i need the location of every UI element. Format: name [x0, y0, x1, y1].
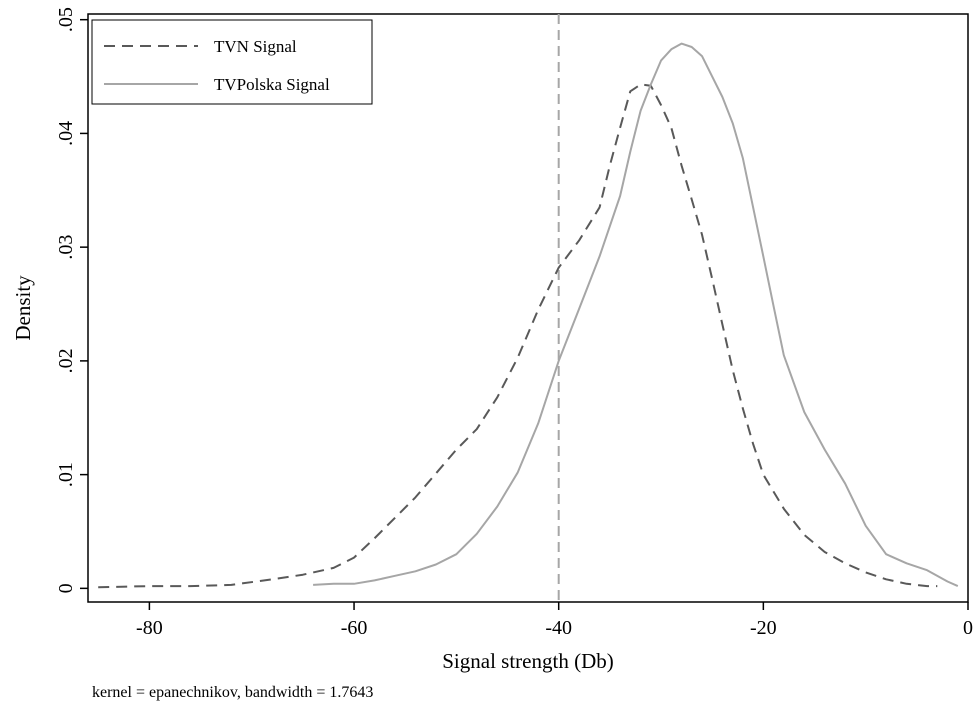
y-tick-label: .05 [55, 7, 77, 32]
x-tick-label: -20 [750, 617, 777, 639]
x-tick-label: -40 [545, 617, 572, 639]
x-tick-label: 0 [963, 617, 973, 639]
y-tick-label: .01 [55, 462, 77, 487]
y-tick-label: .02 [55, 348, 77, 373]
series-layer [98, 42, 959, 589]
y-axis-title: Density [11, 275, 35, 341]
y-tick-label: .03 [55, 235, 77, 260]
x-axis-title: Signal strength (Db) [442, 649, 613, 673]
x-tick-label: -80 [136, 617, 163, 639]
kernel-note: kernel = epanechnikov, bandwidth = 1.764… [92, 684, 373, 701]
plot-frame [87, 13, 969, 603]
series-line-0 [98, 83, 938, 589]
x-axis: -80 -60 -40 -20 0 [136, 602, 973, 639]
y-axis: 0 .01 .02 .03 .04 .05 [55, 7, 88, 593]
legend-label-tvpolska: TVPolska Signal [214, 75, 330, 94]
legend-box [91, 19, 373, 105]
x-tick-label: -60 [341, 617, 368, 639]
y-tick-label: .04 [55, 121, 77, 146]
series-line-1 [313, 42, 959, 588]
legend: TVN Signal TVPolska Signal [91, 19, 373, 105]
y-tick-label: 0 [55, 583, 77, 593]
legend-label-tvn: TVN Signal [214, 37, 297, 56]
